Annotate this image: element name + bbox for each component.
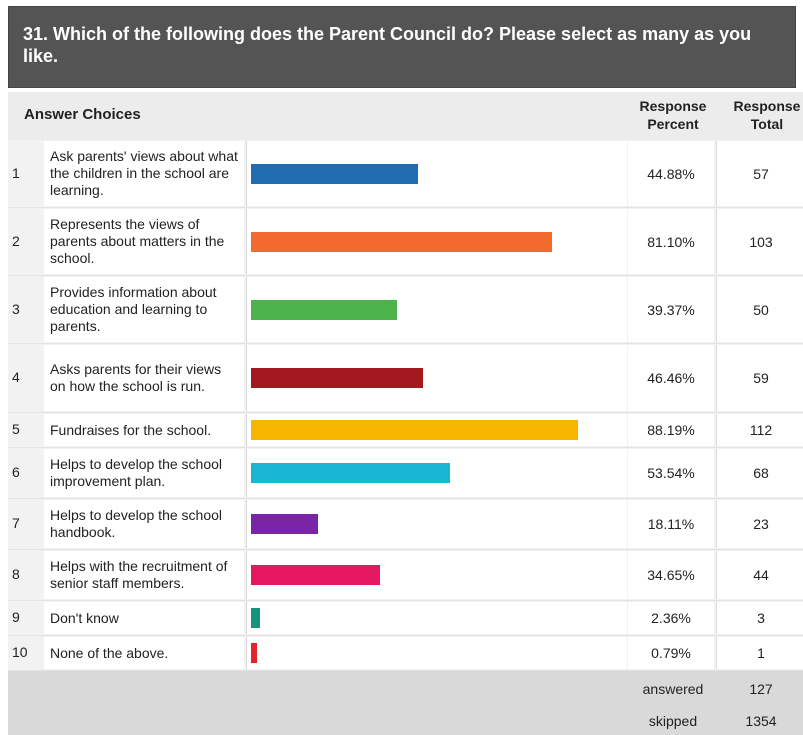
row-number: 2: [12, 232, 20, 249]
row-number: 6: [12, 464, 20, 480]
answer-choice-label: Don't know: [44, 602, 244, 634]
column-header-row: Answer Choices Response Percent Response…: [8, 92, 803, 140]
bar-cell: [246, 500, 627, 548]
bar-cell: [246, 209, 627, 274]
response-bar: [251, 608, 260, 628]
answer-choice-label: Ask parents' views about what the childr…: [44, 141, 244, 206]
response-rows: 1 Ask parents' views about what the child…: [8, 140, 803, 671]
row-number: 10: [12, 644, 28, 660]
answer-choice-label: Helps to develop the school improvement …: [44, 449, 244, 497]
response-total-header: Response Total: [733, 98, 801, 132]
response-bar: [251, 231, 552, 252]
bar-cell: [246, 345, 627, 411]
skipped-row: skipped 1354: [628, 705, 803, 735]
answer-choice-label: None of the above.: [44, 637, 244, 669]
response-bar: [251, 463, 450, 483]
answer-choice-label: Fundraises for the school.: [44, 414, 244, 446]
bar-cell: [246, 551, 627, 599]
question-title: 31. Which of the following does the Pare…: [23, 24, 752, 66]
table-row: 10 None of the above. 0.79% 1: [8, 636, 803, 671]
response-percent-value: 53.54%: [628, 449, 714, 497]
answer-choice-label: Asks parents for their views on how the …: [44, 345, 244, 411]
survey-question-panel: 31. Which of the following does the Pare…: [8, 6, 803, 735]
response-percent-value: 88.19%: [628, 414, 714, 446]
table-row: 5 Fundraises for the school. 88.19% 112: [8, 413, 803, 448]
response-percent-value: 34.65%: [628, 551, 714, 599]
response-percent-value: 39.37%: [628, 277, 714, 342]
bar-cell: [246, 414, 627, 446]
row-number: 1: [12, 164, 20, 181]
table-row: 7 Helps to develop the school handbook. 18…: [8, 499, 803, 550]
answer-choice-label: Provides information about education and…: [44, 277, 244, 342]
response-percent-value: 18.11%: [628, 500, 714, 548]
bar-cell: [246, 141, 627, 206]
response-total-value: 1: [716, 637, 803, 669]
response-percent-value: 44.88%: [628, 141, 714, 206]
row-number: 7: [12, 515, 20, 531]
response-percent-value: 2.36%: [628, 602, 714, 634]
response-bar: [251, 643, 257, 663]
answered-row: answered 127: [628, 673, 803, 703]
response-bar: [251, 163, 418, 184]
table-row: 4 Asks parents for their views on how the…: [8, 344, 803, 413]
bar-cell: [246, 277, 627, 342]
response-bar: [251, 514, 319, 534]
summary-block: answered 127 skipped 1354: [8, 671, 803, 735]
response-percent-value: 0.79%: [628, 637, 714, 669]
bar-cell: [246, 637, 627, 669]
row-number: 8: [12, 566, 20, 582]
bar-cell: [246, 449, 627, 497]
table-row: 6 Helps to develop the school improvement…: [8, 448, 803, 499]
response-table: Answer Choices Response Percent Response…: [8, 92, 803, 735]
table-row: 1 Ask parents' views about what the child…: [8, 140, 803, 208]
response-total-value: 3: [716, 602, 803, 634]
response-total-value: 50: [716, 277, 803, 342]
response-total-value: 68: [716, 449, 803, 497]
response-total-value: 103: [716, 209, 803, 274]
row-number: 5: [12, 421, 20, 437]
bar-cell: [246, 602, 627, 634]
response-bar: [251, 368, 424, 388]
table-row: 8 Helps with the recruitment of senior st…: [8, 550, 803, 601]
row-number: 3: [12, 300, 20, 317]
response-total-value: 23: [716, 500, 803, 548]
row-number: 9: [12, 609, 20, 625]
row-number: 4: [12, 369, 20, 385]
answer-choice-label: Helps to develop the school handbook.: [44, 500, 244, 548]
response-bar: [251, 420, 579, 440]
answered-label: answered: [642, 681, 704, 697]
skipped-value: 1354: [745, 713, 777, 729]
response-percent-value: 81.10%: [628, 209, 714, 274]
answered-value: 127: [749, 681, 773, 697]
table-row: 9 Don't know 2.36% 3: [8, 601, 803, 636]
response-total-value: 57: [716, 141, 803, 206]
response-bar: [251, 299, 398, 320]
question-header: 31. Which of the following does the Pare…: [8, 6, 796, 88]
response-bar: [251, 565, 380, 585]
answer-choices-header: Answer Choices: [24, 106, 141, 123]
response-total-value: 44: [716, 551, 803, 599]
answer-choice-label: Represents the views of parents about ma…: [44, 209, 244, 274]
response-total-value: 59: [716, 345, 803, 411]
response-percent-header: Response Percent: [639, 98, 707, 132]
table-row: 3 Provides information about education an…: [8, 276, 803, 344]
response-total-value: 112: [716, 414, 803, 446]
response-percent-value: 46.46%: [628, 345, 714, 411]
table-row: 2 Represents the views of parents about m…: [8, 208, 803, 276]
skipped-label: skipped: [648, 713, 698, 729]
answer-choice-label: Helps with the recruitment of senior sta…: [44, 551, 244, 599]
